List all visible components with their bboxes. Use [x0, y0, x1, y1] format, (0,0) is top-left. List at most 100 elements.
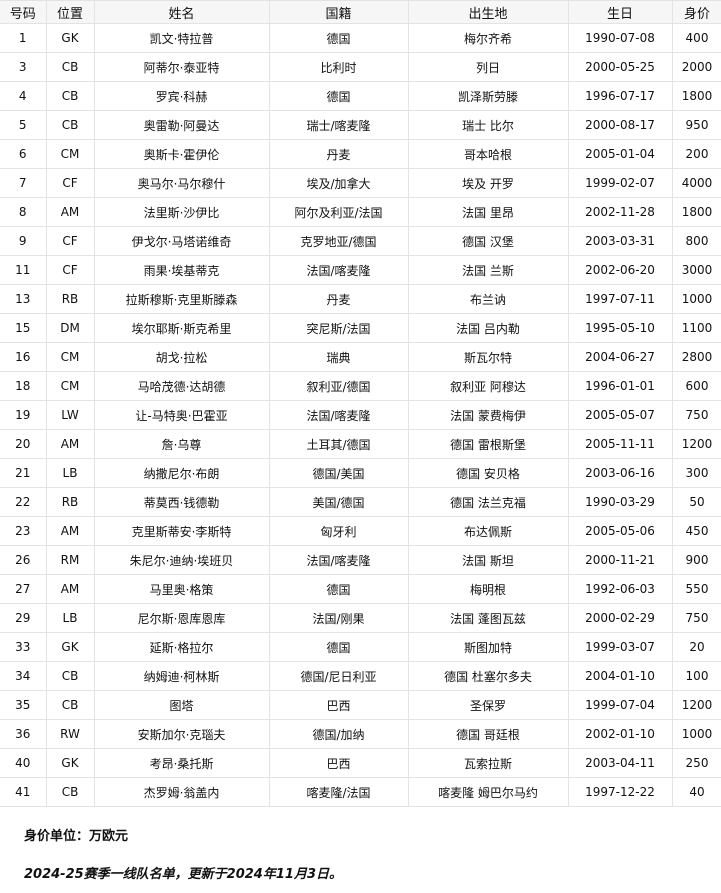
- table-row: 23 AM 克里斯蒂安·李斯特 匈牙利 布达佩斯 2005-05-06 450: [0, 516, 721, 546]
- cell-birthplace: 列日: [407, 52, 569, 82]
- cell-birthplace: 法国 里昂: [407, 197, 569, 227]
- cell-position: RW: [45, 719, 95, 749]
- cell-nationality: 法国/喀麦隆: [268, 545, 409, 575]
- cell-birthplace: 圣保罗: [407, 690, 569, 720]
- table-row: 6 CM 奥斯卡·霍伊伦 丹麦 哥本哈根 2005-01-04 200: [0, 139, 721, 169]
- table-row: 27 AM 马里奥·格策 德国 梅明根 1992-06-03 550: [0, 574, 721, 604]
- cell-birthday: 1996-07-17: [567, 81, 673, 111]
- cell-birthplace: 法国 蓬图瓦兹: [407, 603, 569, 633]
- cell-birthplace: 法国 吕内勒: [407, 313, 569, 343]
- cell-number: 21: [0, 458, 47, 488]
- cell-name: 马哈茂德·达胡德: [93, 371, 270, 401]
- cell-number: 11: [0, 255, 47, 285]
- cell-value: 4000: [671, 168, 721, 198]
- cell-position: GK: [45, 632, 95, 662]
- cell-number: 23: [0, 516, 47, 546]
- cell-value: 1200: [671, 690, 721, 720]
- table-row: 41 CB 杰罗姆·翁盖内 喀麦隆/法国 喀麦隆 姆巴尔马约 1997-12-22 40: [0, 777, 721, 807]
- cell-name: 奥斯卡·霍伊伦: [93, 139, 270, 169]
- cell-name: 埃尔耶斯·斯克希里: [93, 313, 270, 343]
- cell-position: CM: [45, 371, 95, 401]
- cell-position: AM: [45, 429, 95, 459]
- cell-nationality: 瑞典: [268, 342, 409, 372]
- table-row: 8 AM 法里斯·沙伊比 阿尔及利亚/法国 法国 里昂 2002-11-28 1800: [0, 197, 721, 227]
- cell-nationality: 克罗地亚/德国: [268, 226, 409, 256]
- table-row: 11 CF 雨果·埃基蒂克 法国/喀麦隆 法国 兰斯 2002-06-20 3000: [0, 255, 721, 285]
- cell-nationality: 突尼斯/法国: [268, 313, 409, 343]
- cell-nationality: 叙利亚/德国: [268, 371, 409, 401]
- cell-position: CB: [45, 777, 95, 807]
- cell-position: CB: [45, 81, 95, 111]
- cell-number: 1: [0, 23, 47, 53]
- cell-name: 杰罗姆·翁盖内: [93, 777, 270, 807]
- cell-birthday: 2005-11-11: [567, 429, 673, 459]
- cell-birthday: 2002-06-20: [567, 255, 673, 285]
- cell-birthday: 1999-03-07: [567, 632, 673, 662]
- cell-nationality: 阿尔及利亚/法国: [268, 197, 409, 227]
- cell-position: AM: [45, 516, 95, 546]
- cell-birthday: 2002-11-28: [567, 197, 673, 227]
- cell-position: CM: [45, 139, 95, 169]
- cell-number: 19: [0, 400, 47, 430]
- table-row: 21 LB 纳撒尼尔·布朗 德国/美国 德国 安贝格 2003-06-16 300: [0, 458, 721, 488]
- cell-nationality: 喀麦隆/法国: [268, 777, 409, 807]
- cell-number: 18: [0, 371, 47, 401]
- table-row: 13 RB 拉斯穆斯·克里斯滕森 丹麦 布兰讷 1997-07-11 1000: [0, 284, 721, 314]
- table-row: 26 RM 朱尼尔·迪纳·埃班贝 法国/喀麦隆 法国 斯坦 2000-11-21 900: [0, 545, 721, 575]
- cell-value: 750: [671, 400, 721, 430]
- cell-nationality: 瑞士/喀麦隆: [268, 110, 409, 140]
- cell-birthplace: 布达佩斯: [407, 516, 569, 546]
- value-unit-note: 身价单位：万欧元: [24, 829, 129, 844]
- cell-birthplace: 德国 雷根斯堡: [407, 429, 569, 459]
- cell-value: 2000: [671, 52, 721, 82]
- cell-value: 100: [671, 661, 721, 691]
- cell-birthplace: 德国 汉堡: [407, 226, 569, 256]
- cell-number: 7: [0, 168, 47, 198]
- cell-nationality: 德国: [268, 23, 409, 53]
- cell-position: CF: [45, 255, 95, 285]
- cell-birthday: 1995-05-10: [567, 313, 673, 343]
- cell-birthplace: 瑞士 比尔: [407, 110, 569, 140]
- cell-nationality: 匈牙利: [268, 516, 409, 546]
- cell-birthplace: 德国 安贝格: [407, 458, 569, 488]
- cell-name: 雨果·埃基蒂克: [93, 255, 270, 285]
- cell-value: 250: [671, 748, 721, 778]
- cell-nationality: 德国: [268, 81, 409, 111]
- table-row: 15 DM 埃尔耶斯·斯克希里 突尼斯/法国 法国 吕内勒 1995-05-10 1100: [0, 313, 721, 343]
- cell-name: 法里斯·沙伊比: [93, 197, 270, 227]
- cell-number: 5: [0, 110, 47, 140]
- cell-birthday: 1990-07-08: [567, 23, 673, 53]
- cell-number: 6: [0, 139, 47, 169]
- cell-name: 让-马特奥·巴霍亚: [93, 400, 270, 430]
- header-value: 身价: [671, 0, 721, 24]
- cell-position: LB: [45, 603, 95, 633]
- update-note: 2024-25赛季一线队名单，更新于2024年11月3日。: [24, 867, 342, 882]
- cell-nationality: 法国/喀麦隆: [268, 255, 409, 285]
- header-birthplace: 出生地: [407, 0, 569, 24]
- cell-value: 600: [671, 371, 721, 401]
- cell-birthday: 2005-05-07: [567, 400, 673, 430]
- cell-nationality: 法国/喀麦隆: [268, 400, 409, 430]
- cell-number: 40: [0, 748, 47, 778]
- cell-name: 阿蒂尔·泰亚特: [93, 52, 270, 82]
- cell-nationality: 德国/加纳: [268, 719, 409, 749]
- cell-value: 750: [671, 603, 721, 633]
- cell-birthplace: 斯瓦尔特: [407, 342, 569, 372]
- cell-birthday: 2000-08-17: [567, 110, 673, 140]
- cell-name: 凯文·特拉普: [93, 23, 270, 53]
- cell-birthplace: 德国 法兰克福: [407, 487, 569, 517]
- cell-nationality: 德国: [268, 574, 409, 604]
- table-row: 1 GK 凯文·特拉普 德国 梅尔齐希 1990-07-08 400: [0, 23, 721, 53]
- cell-birthday: 2004-06-27: [567, 342, 673, 372]
- cell-name: 伊戈尔·马塔诺维奇: [93, 226, 270, 256]
- cell-number: 29: [0, 603, 47, 633]
- cell-nationality: 丹麦: [268, 284, 409, 314]
- cell-birthday: 2002-01-10: [567, 719, 673, 749]
- table-row: 9 CF 伊戈尔·马塔诺维奇 克罗地亚/德国 德国 汉堡 2003-03-31 800: [0, 226, 721, 256]
- cell-number: 4: [0, 81, 47, 111]
- cell-birthplace: 叙利亚 阿穆达: [407, 371, 569, 401]
- cell-value: 1200: [671, 429, 721, 459]
- cell-birthday: 2005-01-04: [567, 139, 673, 169]
- cell-number: 27: [0, 574, 47, 604]
- table-row: 33 GK 延斯·格拉尔 德国 斯图加特 1999-03-07 20: [0, 632, 721, 662]
